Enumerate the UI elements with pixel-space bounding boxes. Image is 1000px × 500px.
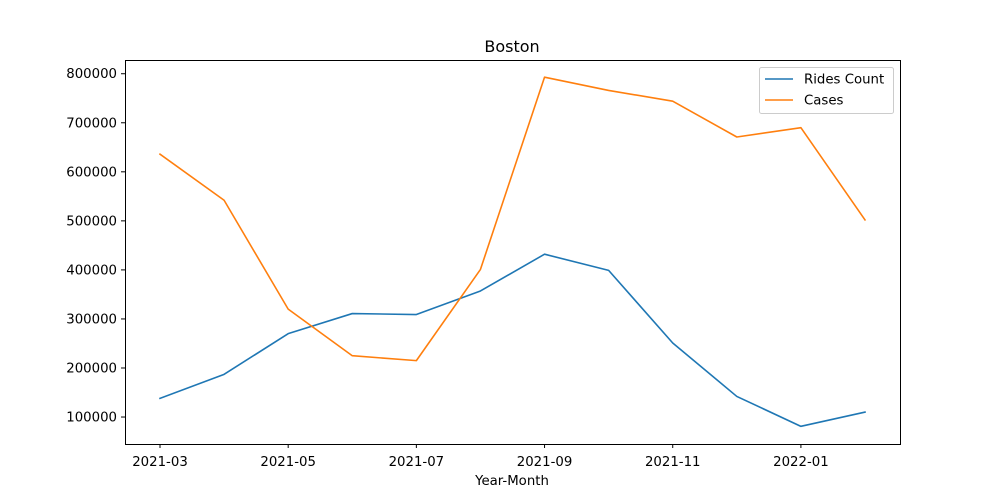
y-axis: 100000 200000 300000 400000 500000 600000 7000… xyxy=(66,67,125,426)
y-tick-label: 100000 xyxy=(66,411,117,426)
series-layer xyxy=(158,76,867,428)
legend-label-rides-count: Rides Count xyxy=(804,73,884,88)
y-tick-label: 300000 xyxy=(66,312,117,327)
y-tick-label: 800000 xyxy=(66,67,117,82)
x-tick-label: 2021-11 xyxy=(645,455,701,470)
y-tick-label: 500000 xyxy=(66,214,117,229)
legend-label-cases: Cases xyxy=(804,94,844,109)
y-tick-label: 400000 xyxy=(66,263,117,278)
plot-area-frame xyxy=(125,60,901,445)
y-tick-label: 600000 xyxy=(66,165,117,180)
y-tick-label: 200000 xyxy=(66,361,117,376)
x-tick-label: 2021-03 xyxy=(132,455,188,470)
x-tick-label: 2022-01 xyxy=(773,455,829,470)
x-axis-title: Year-Month xyxy=(474,474,549,489)
series-line-rides-count xyxy=(158,253,866,428)
legend: Rides Count Cases xyxy=(759,67,894,114)
x-tick-label: 2021-09 xyxy=(517,455,573,470)
chart-title: Boston xyxy=(484,37,539,56)
series-line-cases xyxy=(158,76,867,362)
x-axis: 2021-03 2021-05 2021-07 2021-09 2021-11 2022-… xyxy=(132,444,829,470)
x-tick-label: 2021-07 xyxy=(389,455,445,470)
y-tick-label: 700000 xyxy=(66,116,117,131)
x-tick-label: 2021-05 xyxy=(260,455,316,470)
